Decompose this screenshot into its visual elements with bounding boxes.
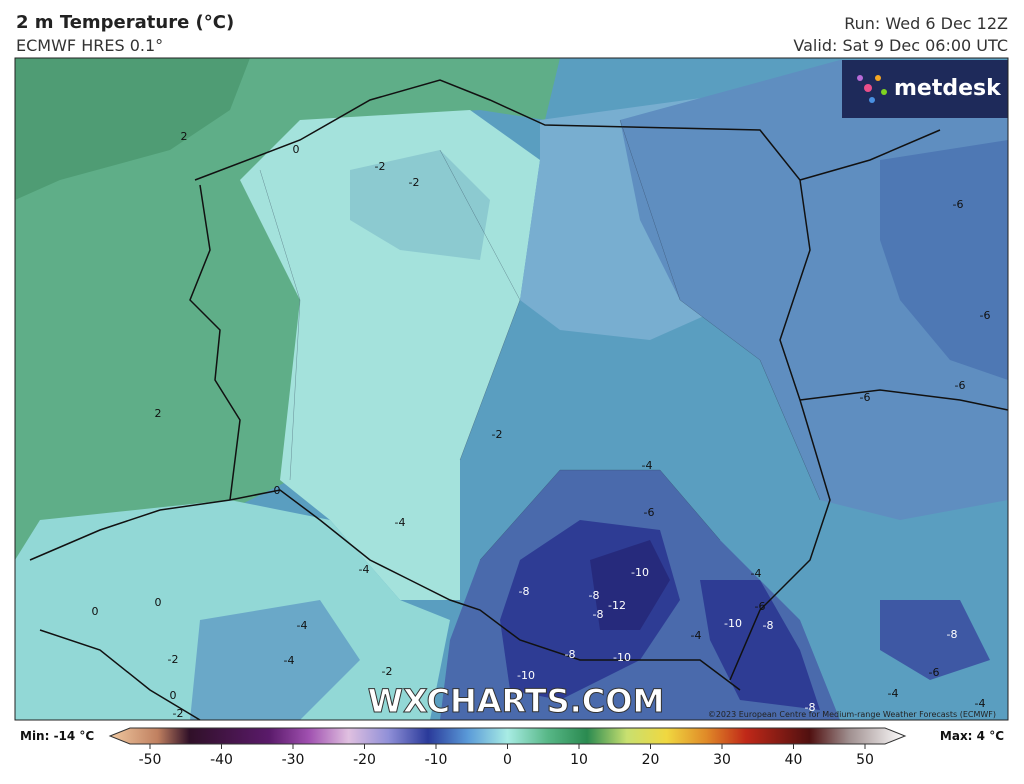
contour-label: 0 (170, 689, 177, 702)
contour-label: -2 (382, 665, 393, 678)
contour-label: -8 (947, 628, 958, 641)
contour-label: -6 (644, 506, 655, 519)
scale-tick-label: -20 (353, 752, 376, 768)
contour-label: -8 (565, 648, 576, 661)
watermark: WXCHARTS.COM (368, 682, 665, 720)
contour-label: -6 (929, 666, 940, 679)
contour-label: 2 (181, 130, 188, 143)
legend-max: Max: 4 °C (940, 729, 1004, 743)
contour-label: -10 (613, 651, 631, 664)
contour-label: -8 (519, 585, 530, 598)
contour-label: 0 (293, 143, 300, 156)
scale-tick-label: 0 (503, 752, 512, 768)
contour-label: -4 (751, 567, 762, 580)
contour-label: -4 (284, 654, 295, 667)
contour-label: -6 (860, 391, 871, 404)
scale-tick-label: 10 (570, 752, 588, 768)
contours (259, 119, 821, 561)
valid-time: Valid: Sat 9 Dec 06:00 UTC (793, 36, 1008, 55)
run-time: Run: Wed 6 Dec 12Z (844, 14, 1008, 33)
logo-icon (857, 75, 887, 103)
contour-label: -10 (517, 669, 535, 682)
borders (29, 79, 1009, 721)
contour-label: -4 (359, 563, 370, 576)
contour-label: -6 (980, 309, 991, 322)
contour-label: -2 (168, 653, 179, 666)
contour-label: -10 (724, 617, 742, 630)
scale-tick-label: -10 (425, 752, 448, 768)
contour-label: -8 (589, 589, 600, 602)
temperature-field (15, 58, 1008, 720)
contour-label: -8 (593, 608, 604, 621)
contour-label: -4 (642, 459, 653, 472)
legend-min: Min: -14 °C (20, 729, 94, 743)
scale-tick-label: 50 (856, 752, 874, 768)
contour-label: -6 (755, 600, 766, 613)
contour-label: -4 (395, 516, 406, 529)
contour-label: -2 (409, 176, 420, 189)
contour-label: 2 (155, 407, 162, 420)
contour-label: -12 (608, 599, 626, 612)
contour-label: -6 (953, 198, 964, 211)
scale-tick-label: 30 (713, 752, 731, 768)
logo: metdesk (894, 76, 1002, 101)
contour-label: -10 (631, 566, 649, 579)
contour-label: 0 (92, 605, 99, 618)
contour-label: -4 (297, 619, 308, 632)
contour-label: -2 (492, 428, 503, 441)
contour-label: -4 (975, 697, 986, 710)
scale-tick-label: 20 (642, 752, 660, 768)
contour-label: 0 (155, 596, 162, 609)
contour-label: -2 (375, 160, 386, 173)
contour-label: -4 (691, 629, 702, 642)
copyright: ©2023 European Centre for Medium-range W… (708, 710, 996, 719)
contour-label: -2 (173, 707, 184, 720)
scale-tick-label: 40 (785, 752, 803, 768)
contour-label: -6 (955, 379, 966, 392)
map-frame (14, 57, 1009, 721)
color-scale (108, 727, 907, 745)
subtitle: ECMWF HRES 0.1° (16, 36, 164, 55)
scale-tick-label: -30 (282, 752, 305, 768)
title: 2 m Temperature (°C) (16, 12, 235, 33)
contour-label: -8 (805, 701, 816, 714)
contour-label: -8 (763, 619, 774, 632)
contour-label: -4 (888, 687, 899, 700)
contour-label: 0 (274, 484, 281, 497)
scale-tick-label: -50 (139, 752, 162, 768)
scale-tick-label: -40 (210, 752, 233, 768)
